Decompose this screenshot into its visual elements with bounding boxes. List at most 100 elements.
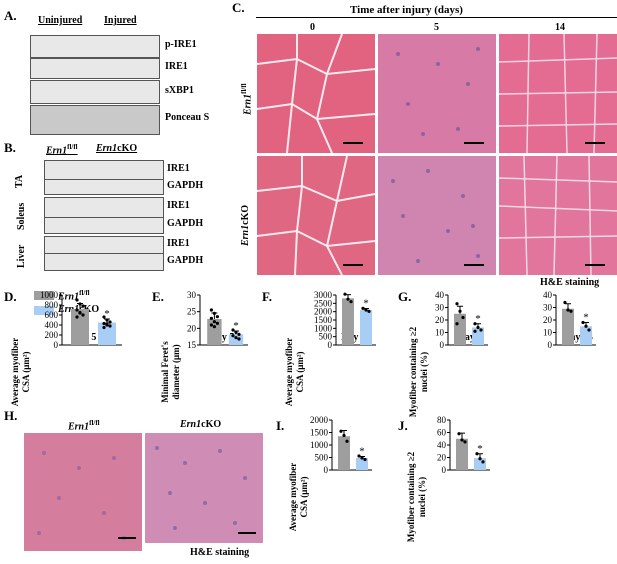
row-label-ponceau: Ponceau S bbox=[165, 112, 210, 123]
data-point-e bbox=[231, 328, 235, 332]
data-point-d bbox=[105, 322, 109, 326]
genotype-label-floxed: Ern1fl/fl bbox=[46, 143, 78, 157]
chart-title-g1: Day 5 bbox=[458, 332, 483, 343]
tick-label-f: 1000 bbox=[314, 323, 333, 333]
data-point-f bbox=[343, 292, 347, 296]
tick-label-d: 400 bbox=[45, 320, 59, 330]
data-point-j bbox=[475, 452, 479, 456]
scale-bar bbox=[585, 142, 605, 144]
significance-marker-j: * bbox=[477, 443, 483, 455]
bar-d-1 bbox=[98, 322, 116, 345]
data-point-e bbox=[234, 330, 238, 334]
panel-label-h: H. bbox=[4, 408, 18, 423]
panel-label-b: B. bbox=[4, 140, 16, 155]
bar-i-0 bbox=[338, 436, 350, 470]
tick-label-g2: 20 bbox=[543, 315, 553, 325]
significance-marker-f: * bbox=[363, 298, 369, 310]
data-point-d bbox=[108, 324, 112, 328]
tick-label-i: 500 bbox=[315, 453, 329, 463]
scale-bar bbox=[464, 264, 484, 266]
data-point-d bbox=[81, 313, 85, 317]
tick-label-e: 20 bbox=[187, 323, 197, 333]
data-point-g1 bbox=[476, 325, 480, 330]
data-point-e bbox=[215, 321, 219, 325]
data-point-g2 bbox=[587, 328, 591, 332]
scale-bar bbox=[118, 537, 136, 539]
data-point-f bbox=[364, 308, 368, 312]
soleus-ire1-label: IRE1 bbox=[167, 200, 190, 211]
data-point-d bbox=[81, 304, 85, 308]
tick-label-j: 60 bbox=[437, 428, 447, 438]
bar-f-0 bbox=[342, 298, 354, 345]
tick-label-f: 3000 bbox=[314, 290, 333, 300]
data-point-g2 bbox=[563, 300, 567, 305]
blot-soleus-gapdh bbox=[44, 217, 164, 234]
data-point-g2 bbox=[569, 309, 573, 313]
scale-bar bbox=[238, 532, 256, 534]
data-point-g1 bbox=[473, 329, 477, 333]
data-point-g1 bbox=[479, 328, 483, 332]
data-point-d bbox=[75, 298, 79, 302]
tick-label-g2: 30 bbox=[543, 303, 553, 313]
bar-f-1 bbox=[360, 310, 372, 345]
tick-label-i: 0 bbox=[324, 465, 329, 475]
y-axis-label-i: Average myofiber bbox=[288, 463, 298, 532]
data-point-d bbox=[75, 315, 79, 319]
data-point-d bbox=[75, 308, 79, 312]
he-image-h-cko bbox=[144, 432, 264, 544]
tick-label-f: 500 bbox=[319, 332, 333, 342]
tick-label-g1: 20 bbox=[435, 315, 445, 325]
y-axis-label-d: CSA (μm²) bbox=[21, 351, 31, 392]
tick-label-j: 20 bbox=[437, 453, 447, 463]
tick-label-e: 15 bbox=[187, 340, 197, 350]
row-label-sxbp1: sXBP1 bbox=[165, 85, 194, 96]
blot-ta-gapdh bbox=[44, 179, 164, 195]
data-point-e bbox=[215, 315, 219, 319]
tick-label-d: 200 bbox=[45, 330, 59, 340]
tick-label-d: 1000 bbox=[40, 290, 59, 300]
row-label-ire1: IRE1 bbox=[165, 61, 188, 72]
bar-e-1 bbox=[228, 334, 244, 345]
data-point-g1 bbox=[455, 322, 459, 326]
blot-liver-gapdh bbox=[44, 253, 164, 271]
legend-swatch-cko bbox=[34, 306, 54, 315]
scale-bar bbox=[343, 264, 363, 266]
y-axis-label-e: Minimal Feret's bbox=[160, 341, 170, 403]
row-label-p-ire1: p-IRE1 bbox=[165, 39, 197, 50]
data-point-i bbox=[363, 457, 367, 462]
time-axis-line bbox=[256, 17, 617, 18]
tick-label-g1: 0 bbox=[440, 340, 445, 350]
panel-label-f: F. bbox=[262, 289, 272, 304]
y-axis-label-g1: Myofiber containing ≥2 bbox=[408, 326, 418, 417]
tick-label-j: 0 bbox=[442, 465, 447, 475]
significance-marker-e: * bbox=[233, 320, 239, 332]
blot-row-ire1 bbox=[30, 58, 160, 79]
col-label-0: 0 bbox=[310, 22, 315, 33]
tick-label-i: 1500 bbox=[310, 428, 329, 438]
chart-title-e: Day 5 bbox=[210, 332, 235, 343]
tick-label-i: 1000 bbox=[310, 440, 329, 450]
group-label-uninjured: Uninjured bbox=[38, 15, 83, 26]
time-axis-title: Time after injury (days) bbox=[350, 4, 463, 16]
data-point-g1 bbox=[455, 302, 459, 306]
tick-label-f: 1500 bbox=[314, 315, 333, 325]
tick-label-g2: 0 bbox=[548, 340, 553, 350]
significance-marker-g2: * bbox=[583, 312, 589, 324]
y-axis-label-e: diameter (μm) bbox=[171, 344, 181, 399]
he-image-floxed-day5 bbox=[377, 33, 497, 154]
data-point-e bbox=[209, 316, 213, 320]
tick-label-d: 600 bbox=[45, 310, 59, 320]
data-point-e bbox=[209, 323, 213, 327]
data-point-g1 bbox=[461, 315, 465, 320]
data-point-j bbox=[463, 440, 467, 444]
panel-label-j: J. bbox=[398, 418, 408, 433]
bar-d-0 bbox=[71, 309, 89, 345]
tick-label-e: 25 bbox=[187, 307, 197, 317]
liver-gapdh-label: GAPDH bbox=[167, 255, 204, 266]
y-axis-label-d: Average myofiber bbox=[10, 338, 20, 407]
data-point-d bbox=[105, 318, 109, 322]
data-point-e bbox=[209, 308, 213, 312]
chart-title-g2: Day 14 bbox=[563, 332, 593, 343]
stain-label-c: H&E staining bbox=[540, 277, 600, 288]
y-axis-label-j: nuclei (%) bbox=[417, 477, 427, 517]
